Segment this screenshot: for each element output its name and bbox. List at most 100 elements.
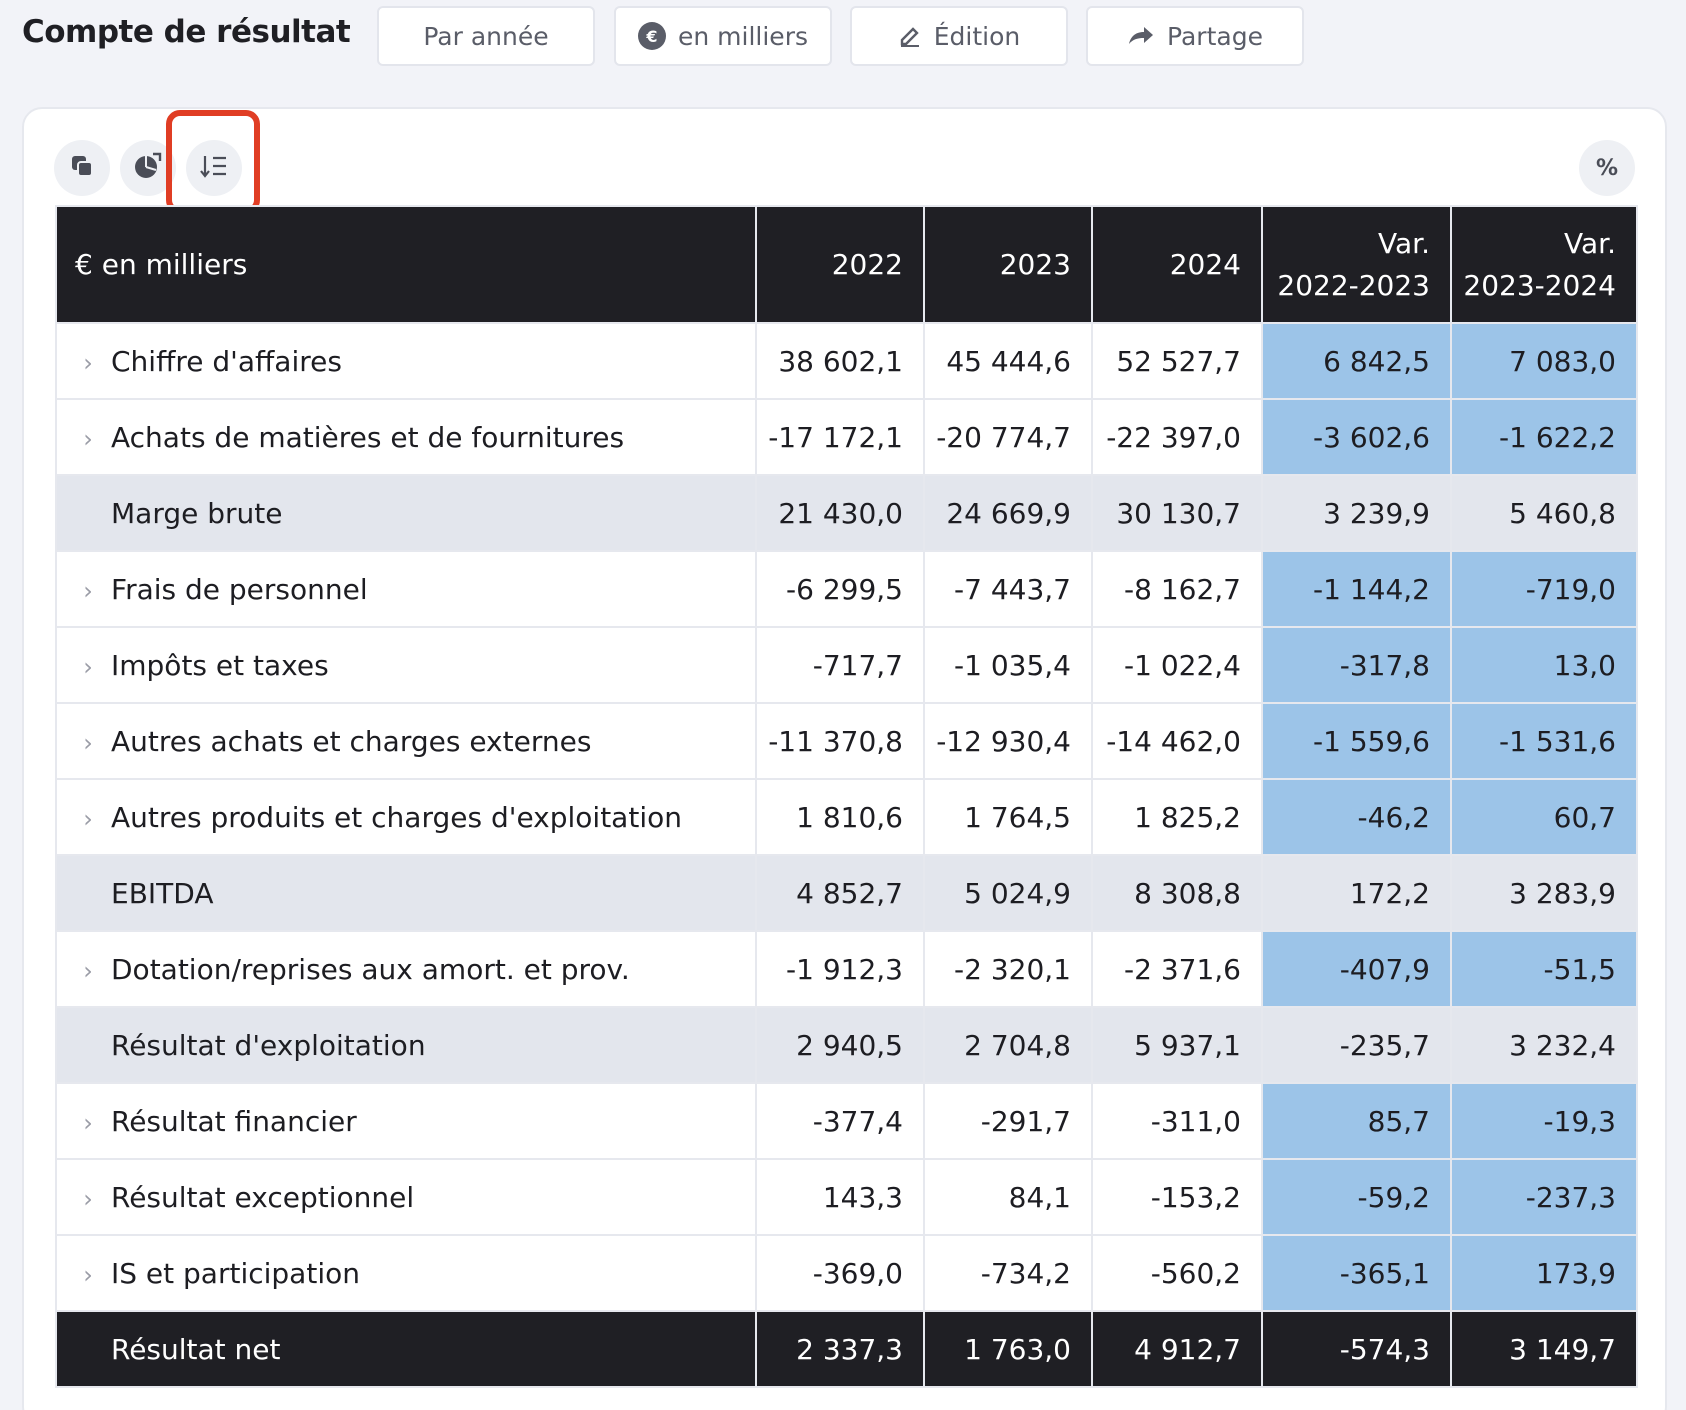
variance-2022-2023-cell: -1 559,6 [1261, 702, 1452, 780]
row-label-cell: › Résultat exceptionnel [55, 1158, 757, 1236]
share-arrow-icon [1127, 24, 1155, 48]
variance-2022-2023-cell: -59,2 [1261, 1158, 1452, 1236]
row-label: Impôts et taxes [111, 648, 329, 682]
table-row[interactable]: › Chiffre d'affaires 38 602,1 45 444,6 52 52… [55, 322, 1638, 400]
table-row: Résultat net 2 337,3 1 763,0 4 912,7 -574,3 3… [55, 1310, 1638, 1388]
row-label-cell: › Impôts et taxes [55, 626, 757, 704]
value-2022-cell: -11 370,8 [755, 702, 925, 780]
sort-button[interactable] [186, 140, 242, 196]
row-label-cell: › IS et participation [55, 1234, 757, 1312]
value-2022-cell: 21 430,0 [755, 474, 925, 552]
value-2023-cell: -291,7 [923, 1082, 1093, 1160]
share-button[interactable]: Partage [1086, 6, 1304, 66]
var-2022-2023-line1: Var. [1378, 226, 1430, 260]
period-by-year-label: Par année [423, 21, 549, 51]
variance-2023-2024-cell: 3 283,9 [1450, 854, 1638, 932]
edit-button[interactable]: Édition [850, 6, 1068, 66]
value-2023-cell: -1 035,4 [923, 626, 1093, 704]
selection-highlight [166, 110, 260, 214]
value-2023-cell: 1 763,0 [923, 1310, 1093, 1388]
variance-2022-2023-cell: -574,3 [1261, 1310, 1452, 1388]
pen-icon [898, 24, 922, 48]
row-label: EBITDA [111, 876, 214, 910]
table-header-row: € en milliers 2022 2023 2024 Var. 2022-2… [55, 205, 1638, 324]
row-label-cell: › Chiffre d'affaires [55, 322, 757, 400]
column-header-2022: 2022 [755, 205, 925, 324]
value-2024-cell: -14 462,0 [1091, 702, 1263, 780]
var-2023-2024-line1: Var. [1564, 226, 1616, 260]
value-2022-cell: -717,7 [755, 626, 925, 704]
variance-2022-2023-cell: -365,1 [1261, 1234, 1452, 1312]
var-2022-2023-line2: 2022-2023 [1277, 268, 1430, 302]
chevron-right-icon[interactable]: › [83, 1260, 93, 1289]
variance-2022-2023-cell: 172,2 [1261, 854, 1452, 932]
row-label: Autres produits et charges d'exploitatio… [111, 800, 682, 834]
table-row[interactable]: › Impôts et taxes -717,7 -1 035,4 -1 022,4 -3… [55, 626, 1638, 704]
variance-2022-2023-cell: -46,2 [1261, 778, 1452, 856]
variance-2022-2023-cell: -3 602,6 [1261, 398, 1452, 476]
chevron-right-icon[interactable]: › [83, 652, 93, 681]
table-row[interactable]: › Achats de matières et de fournitures -17… [55, 398, 1638, 476]
chevron-right-icon[interactable]: › [83, 728, 93, 757]
chevron-right-icon[interactable]: › [83, 804, 93, 833]
chart-icon [133, 151, 163, 185]
row-label: IS et participation [111, 1256, 360, 1290]
variance-2022-2023-cell: -317,8 [1261, 626, 1452, 704]
chevron-right-icon[interactable]: › [83, 1184, 93, 1213]
value-2024-cell: 5 937,1 [1091, 1006, 1263, 1084]
value-2024-cell: -1 022,4 [1091, 626, 1263, 704]
row-label: Résultat financier [111, 1104, 357, 1138]
table-row[interactable]: › Résultat exceptionnel 143,3 84,1 -153,2 -59… [55, 1158, 1638, 1236]
table-row: Marge brute 21 430,0 24 669,9 30 130,7 3 239… [55, 474, 1638, 552]
unit-thousands-button[interactable]: € en milliers [614, 6, 832, 66]
chevron-right-icon[interactable]: › [83, 576, 93, 605]
value-2022-cell: 38 602,1 [755, 322, 925, 400]
row-label-cell: › Dotation/reprises aux amort. et prov. [55, 930, 757, 1008]
table-row[interactable]: › IS et participation -369,0 -734,2 -560,2 -3… [55, 1234, 1638, 1312]
chevron-right-icon[interactable]: › [83, 348, 93, 377]
variance-2023-2024-cell: -237,3 [1450, 1158, 1638, 1236]
column-header-label: € en milliers [55, 205, 757, 324]
variance-2023-2024-cell: -1 622,2 [1450, 398, 1638, 476]
period-by-year-button[interactable]: Par année [377, 6, 595, 66]
variance-2022-2023-cell: -1 144,2 [1261, 550, 1452, 628]
variance-2023-2024-cell: 7 083,0 [1450, 322, 1638, 400]
income-statement-table: € en milliers 2022 2023 2024 Var. 2022-2… [55, 205, 1638, 1388]
variance-2022-2023-cell: 85,7 [1261, 1082, 1452, 1160]
value-2024-cell: 30 130,7 [1091, 474, 1263, 552]
variance-2022-2023-cell: -407,9 [1261, 930, 1452, 1008]
sort-list-icon [200, 153, 228, 183]
table-row[interactable]: › Dotation/reprises aux amort. et prov. -1… [55, 930, 1638, 1008]
chevron-right-icon[interactable]: › [83, 956, 93, 985]
value-2023-cell: 24 669,9 [923, 474, 1093, 552]
column-header-2023: 2023 [923, 205, 1093, 324]
variance-2023-2024-cell: 5 460,8 [1450, 474, 1638, 552]
table-row[interactable]: › Autres achats et charges externes -11 37… [55, 702, 1638, 780]
value-2022-cell: -377,4 [755, 1082, 925, 1160]
row-label-cell: Marge brute [55, 474, 757, 552]
chevron-right-icon[interactable]: › [83, 1108, 93, 1137]
row-label: Chiffre d'affaires [111, 344, 342, 378]
value-2023-cell: 1 764,5 [923, 778, 1093, 856]
value-2022-cell: -17 172,1 [755, 398, 925, 476]
table-row: Résultat d'exploitation 2 940,5 2 704,8 5 9… [55, 1006, 1638, 1084]
var-2023-2024-line2: 2023-2024 [1463, 268, 1616, 302]
value-2023-cell: -7 443,7 [923, 550, 1093, 628]
row-label: Résultat exceptionnel [111, 1180, 415, 1214]
row-label-cell: Résultat net [55, 1310, 757, 1388]
chevron-right-icon[interactable]: › [83, 424, 93, 453]
value-2023-cell: 5 024,9 [923, 854, 1093, 932]
value-2024-cell: -8 162,7 [1091, 550, 1263, 628]
value-2024-cell: -311,0 [1091, 1082, 1263, 1160]
column-header-2024: 2024 [1091, 205, 1263, 324]
copy-button[interactable] [54, 140, 110, 196]
table-row[interactable]: › Autres produits et charges d'exploitati… [55, 778, 1638, 856]
variance-2023-2024-cell: -719,0 [1450, 550, 1638, 628]
value-2022-cell: -369,0 [755, 1234, 925, 1312]
percent-toggle-button[interactable]: % [1579, 140, 1635, 196]
table-row[interactable]: › Frais de personnel -6 299,5 -7 443,7 -8 16… [55, 550, 1638, 628]
value-2024-cell: -2 371,6 [1091, 930, 1263, 1008]
table-row[interactable]: › Résultat financier -377,4 -291,7 -311,0 85,… [55, 1082, 1638, 1160]
value-2022-cell: -6 299,5 [755, 550, 925, 628]
value-2023-cell: 2 704,8 [923, 1006, 1093, 1084]
